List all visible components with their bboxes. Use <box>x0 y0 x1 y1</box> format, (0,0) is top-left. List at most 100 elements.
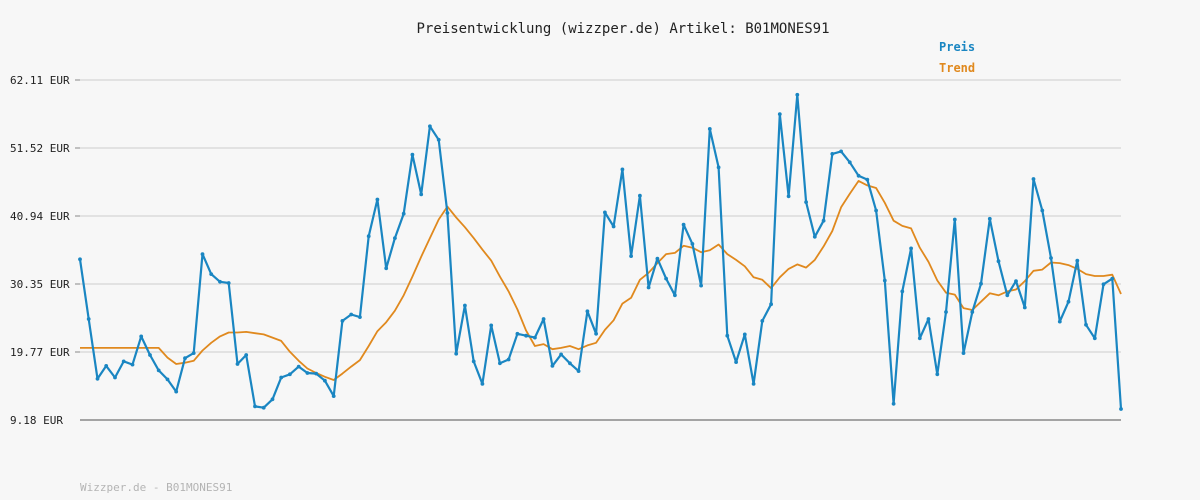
price-point <box>1057 319 1062 324</box>
legend-item-trend: Trend <box>939 61 975 75</box>
price-point <box>480 382 485 386</box>
price-point <box>1040 208 1045 213</box>
price-point <box>113 375 117 380</box>
price-point <box>331 394 336 398</box>
price-point <box>200 252 205 256</box>
y-tick-label: 40.94 EUR <box>10 210 70 223</box>
price-point <box>1075 258 1080 263</box>
price-point <box>681 222 686 227</box>
chart-legend: Preis Trend <box>939 40 975 75</box>
price-point <box>987 216 992 221</box>
price-point <box>874 208 878 213</box>
price-point <box>664 276 668 281</box>
y-tick-label: 19.77 EUR <box>10 346 70 359</box>
price-point <box>777 112 782 116</box>
price-point <box>156 368 161 373</box>
price-point <box>673 293 677 298</box>
price-point <box>1005 293 1010 298</box>
price-point <box>130 362 135 367</box>
price-point <box>489 323 494 328</box>
price-point <box>218 279 222 284</box>
price-point <box>979 281 983 286</box>
price-point <box>261 405 266 410</box>
price-point <box>191 351 196 355</box>
price-point <box>428 124 432 129</box>
price-point <box>970 310 975 314</box>
price-point <box>926 317 931 321</box>
price-point <box>524 333 528 338</box>
price-point <box>1092 336 1097 341</box>
price-point <box>900 289 905 294</box>
price-point <box>358 315 362 319</box>
price-point <box>86 317 91 321</box>
price-point <box>769 302 773 307</box>
price-point <box>812 234 817 239</box>
price-point <box>174 389 179 394</box>
price-point <box>340 319 345 323</box>
price-point <box>550 364 555 368</box>
price-point <box>270 397 275 402</box>
price-point <box>235 362 240 366</box>
y-tick-label: 51.52 EUR <box>10 142 70 155</box>
price-point <box>1066 299 1071 304</box>
price-point <box>839 149 843 154</box>
price-point <box>515 331 520 336</box>
price-point <box>707 126 712 131</box>
price-point <box>944 310 948 314</box>
price-point <box>603 210 607 215</box>
price-point <box>541 317 546 321</box>
price-point <box>961 351 966 355</box>
price-point <box>244 353 249 357</box>
price-point <box>183 356 187 361</box>
price-point <box>209 272 214 276</box>
price-point <box>436 137 441 142</box>
price-point <box>78 257 82 262</box>
price-point <box>95 376 100 381</box>
price-point <box>1022 305 1027 310</box>
price-point <box>821 218 826 223</box>
price-point <box>419 192 424 197</box>
price-point <box>742 332 747 337</box>
price-point <box>349 312 354 317</box>
price-point <box>804 200 808 205</box>
price-point <box>401 211 406 216</box>
price-point <box>305 371 310 375</box>
price-point <box>375 197 380 202</box>
price-point <box>865 177 870 182</box>
y-tick-label: 9.18 EUR <box>10 414 63 427</box>
price-point <box>690 242 695 246</box>
price-point <box>165 377 170 382</box>
price-point <box>463 303 467 308</box>
price-point <box>314 371 319 376</box>
price-point <box>847 160 852 165</box>
y-tick-label: 30.35 EUR <box>10 278 70 291</box>
price-point <box>533 335 537 340</box>
price-point <box>996 259 1001 264</box>
price-point <box>585 309 590 314</box>
price-point <box>279 375 284 380</box>
price-point <box>629 254 633 258</box>
price-point <box>454 351 459 356</box>
price-point <box>576 369 581 373</box>
price-point <box>760 319 765 323</box>
y-tick-label: 62.11 EUR <box>10 74 70 87</box>
price-point <box>716 165 721 170</box>
price-point <box>935 372 940 377</box>
price-point <box>121 359 126 364</box>
legend-item-preis: Preis <box>939 40 975 54</box>
price-point <box>594 331 598 336</box>
price-point <box>856 173 861 178</box>
price-point <box>917 336 922 341</box>
price-point <box>620 167 625 172</box>
price-point <box>611 224 616 229</box>
price-point <box>1084 322 1088 327</box>
price-point <box>786 194 791 199</box>
footer-credit: Wizzper.de - B01MONES91 <box>80 481 232 494</box>
price-point <box>699 283 703 288</box>
price-point <box>734 360 738 364</box>
price-point <box>323 378 327 383</box>
price-point <box>1119 407 1123 411</box>
price-point <box>445 211 450 215</box>
